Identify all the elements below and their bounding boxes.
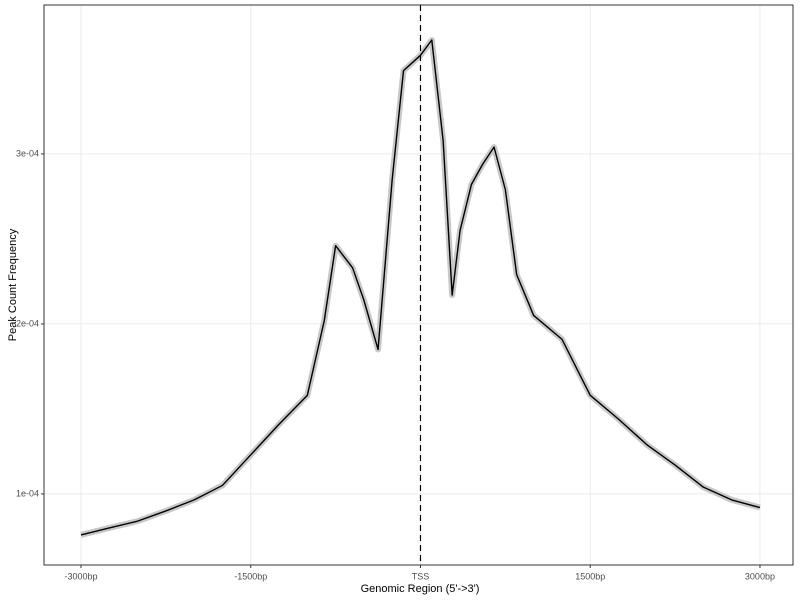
y-axis-title: Peak Count Frequency bbox=[7, 228, 19, 341]
x-tick-label: 1500bp bbox=[575, 571, 605, 581]
line bbox=[80, 39, 761, 536]
x-tick-label: -3000bp bbox=[64, 571, 97, 581]
x-axis-title: Genomic Region (5'->3') bbox=[361, 583, 480, 595]
x-tick-label: TSS bbox=[412, 571, 430, 581]
x-tick-label: 3000bp bbox=[745, 571, 775, 581]
y-tick-label: 1e-04 bbox=[16, 488, 39, 498]
panel-border bbox=[43, 4, 794, 566]
y-tick-label: 3e-04 bbox=[16, 148, 39, 158]
y-tick-label: 2e-04 bbox=[16, 318, 39, 328]
x-tick-label: -1500bp bbox=[234, 571, 267, 581]
